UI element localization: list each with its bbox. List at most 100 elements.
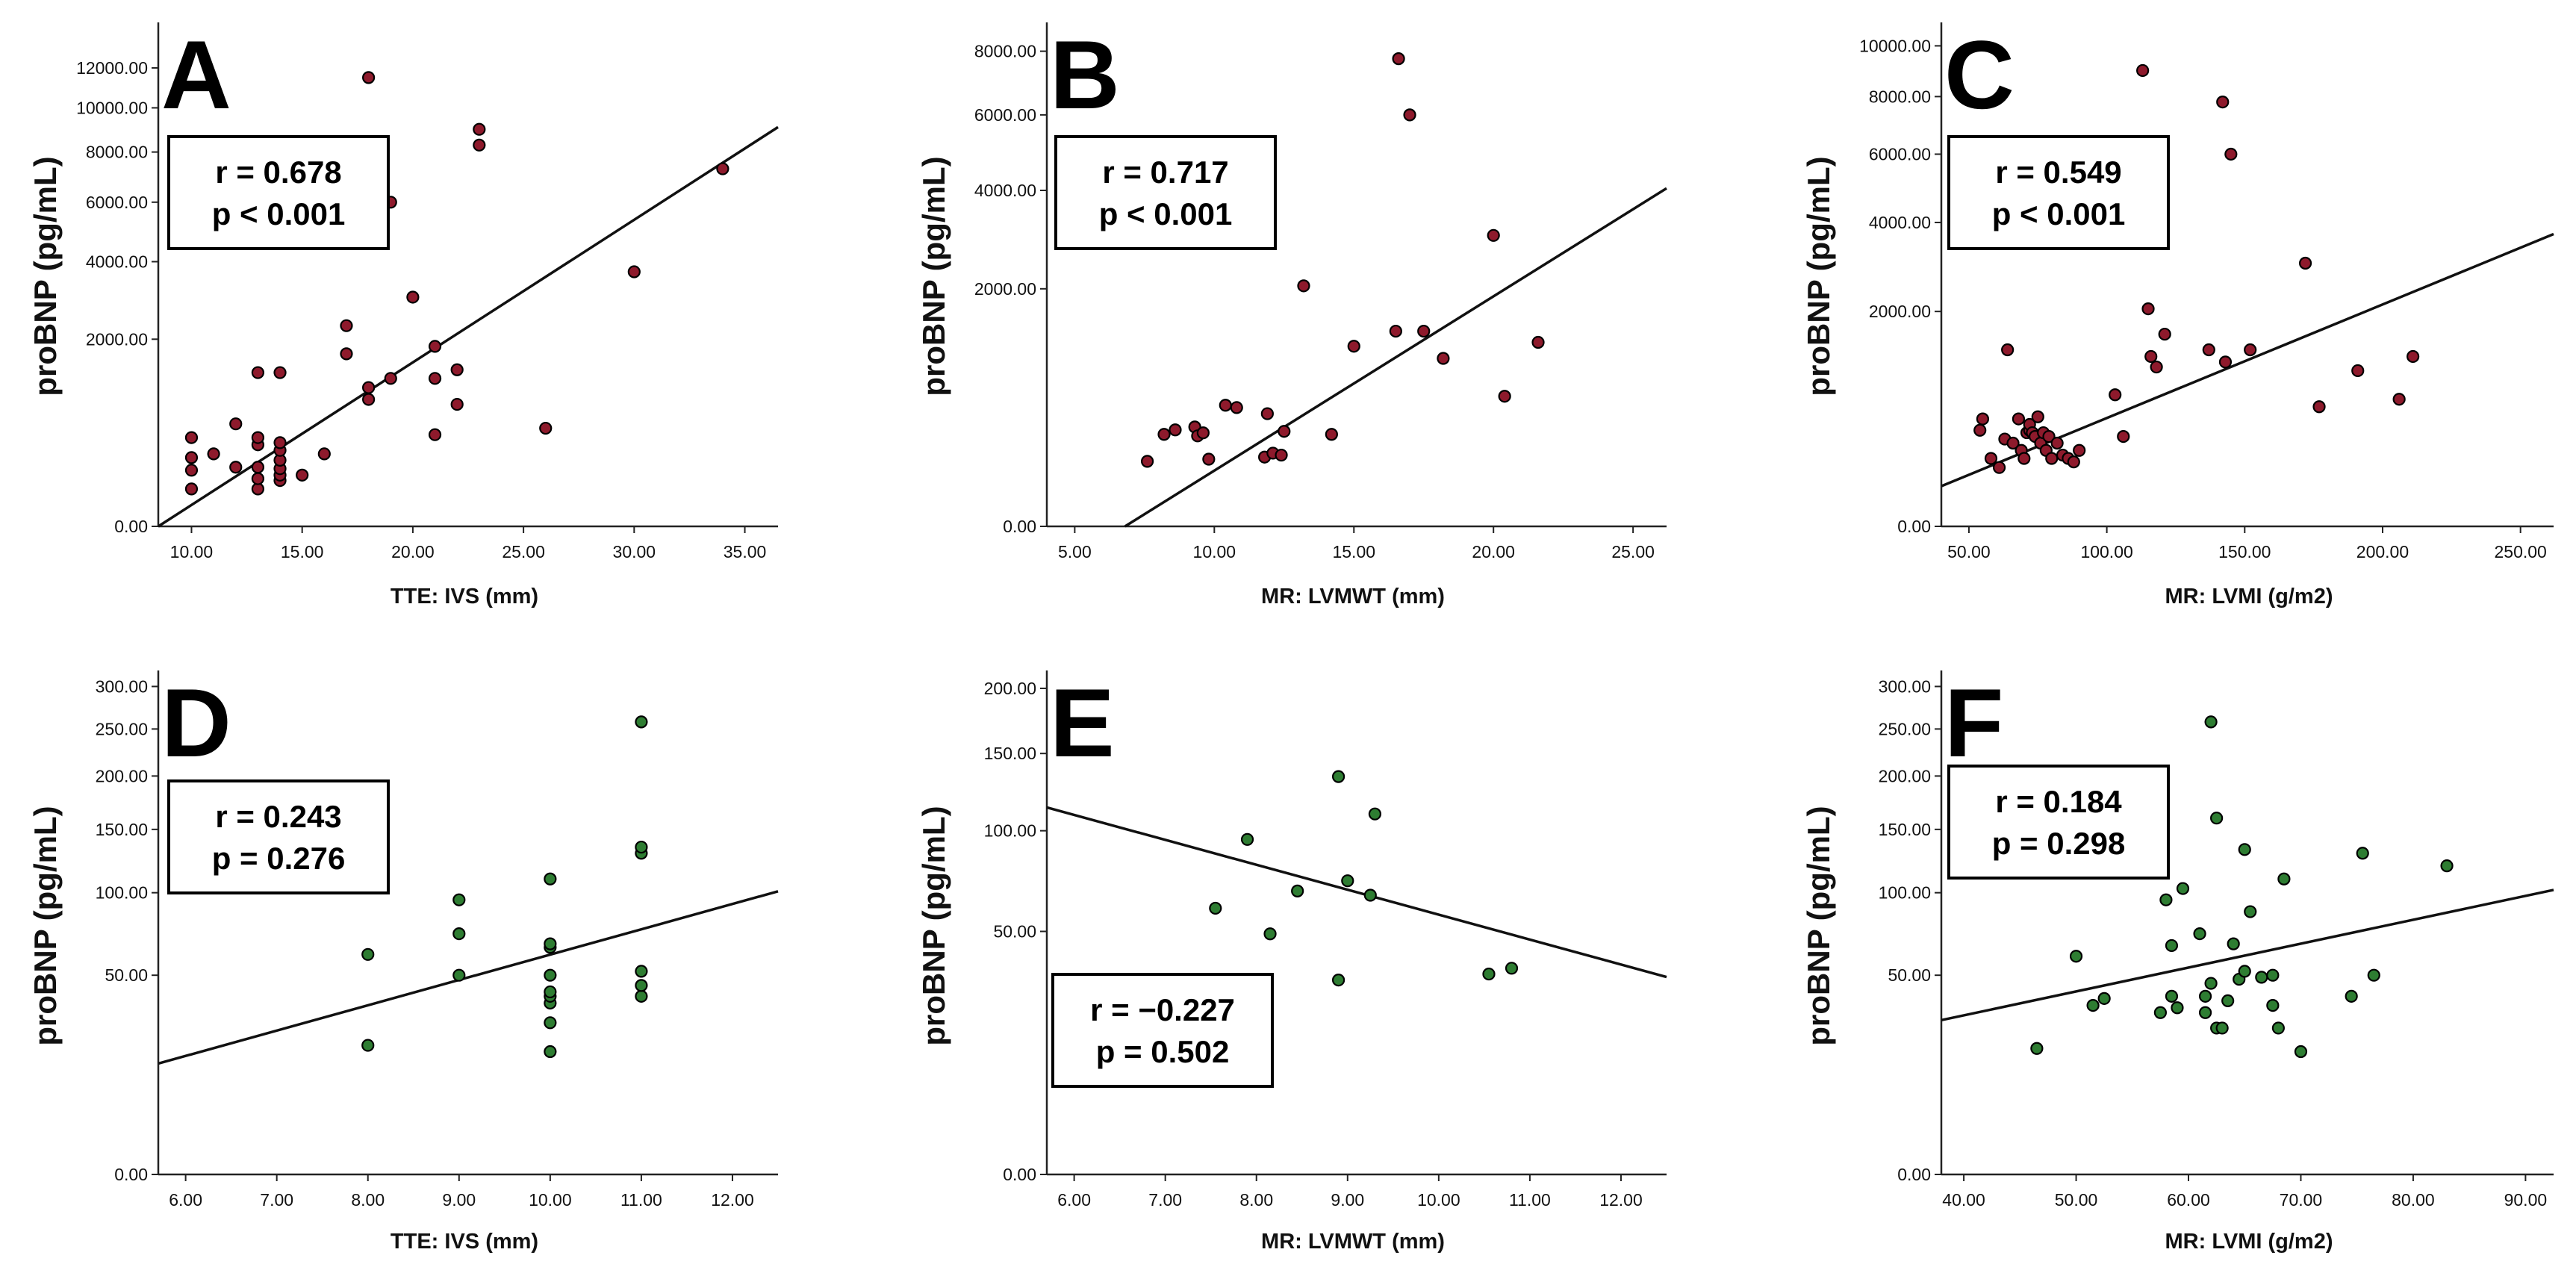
y-tick-label: 0.00 (114, 1165, 148, 1184)
data-point (450, 397, 464, 411)
data-point (251, 366, 264, 379)
data-point (1437, 352, 1450, 365)
data-point (2255, 971, 2268, 984)
data-point (452, 893, 466, 906)
data-point (229, 417, 243, 431)
stat-box: r = −0.227 p = 0.502 (1051, 973, 1274, 1088)
panel-letter: A (161, 20, 231, 129)
y-tick-label: 4000.00 (974, 181, 1036, 200)
data-point (2067, 455, 2080, 469)
x-tick-label: 50.00 (2055, 1190, 2098, 1210)
data-point (184, 482, 199, 496)
regression-line (158, 890, 779, 1065)
data-point (2159, 893, 2173, 906)
data-point (1973, 423, 1987, 437)
y-tick-label: 0.00 (114, 517, 148, 536)
y-tick-label: 2000.00 (86, 329, 148, 349)
x-tick-label: 80.00 (2392, 1190, 2435, 1210)
data-point (450, 363, 464, 376)
x-tick-label: 15.00 (1332, 542, 1375, 561)
data-point (317, 447, 331, 461)
data-point (340, 319, 353, 332)
data-point (428, 428, 442, 441)
data-point (2244, 343, 2257, 357)
data-point (2030, 1042, 2044, 1055)
regression-line (1124, 187, 1667, 528)
stat-box: r = 0.184 p = 0.298 (1947, 765, 2170, 880)
data-point (2218, 355, 2233, 369)
data-point (184, 431, 199, 444)
panel-f: proBNP (pg/mL) MR: LVMI (g/m2) 40.00 50.0… (1801, 668, 2554, 1254)
data-point (1196, 426, 1210, 440)
x-tick-label: 20.00 (1472, 542, 1515, 561)
data-point (2271, 1021, 2285, 1035)
data-point (1157, 428, 1171, 441)
data-point (544, 1045, 557, 1059)
stat-r: r = 0.184 (1995, 784, 2122, 819)
data-point (1263, 927, 1277, 941)
x-tick-label: 60.00 (2167, 1190, 2210, 1210)
data-point (2042, 429, 2056, 443)
x-tick-label: 12.00 (1599, 1190, 1643, 1210)
x-tick-label: 11.00 (620, 1190, 662, 1210)
x-tick-label: 150.00 (2218, 542, 2271, 561)
y-tick-label: 200.00 (96, 766, 148, 785)
panel-e: proBNP (pg/mL) MR: LVMWT (mm) 6.00 7.00 8.… (916, 668, 1667, 1254)
data-point (1275, 448, 1288, 462)
x-tick-label: 12.00 (711, 1190, 754, 1210)
data-point (627, 265, 641, 278)
y-tick-label: 0.00 (1897, 1165, 1931, 1184)
stat-r: r = −0.227 (1090, 992, 1235, 1027)
data-point (1363, 888, 1377, 902)
data-point (251, 461, 264, 474)
data-point (428, 372, 442, 385)
x-tick-label: 9.00 (1331, 1190, 1364, 1210)
x-axis-label: TTE: IVS (mm) (391, 585, 538, 609)
y-tick-label: 2000.00 (1869, 302, 1931, 321)
x-tick-label: 70.00 (2280, 1190, 2323, 1210)
x-tick-label: 10.00 (1193, 542, 1236, 561)
y-tick-label: 300.00 (96, 676, 148, 696)
x-tick-label: 10.00 (529, 1190, 572, 1210)
data-point (2244, 905, 2257, 918)
x-tick-label: 40.00 (1942, 1190, 1985, 1210)
y-tick-label: 200.00 (984, 679, 1036, 698)
data-point (2153, 1006, 2167, 1019)
data-point (452, 968, 466, 982)
data-point (273, 436, 287, 449)
x-tick-label: 10.00 (170, 542, 214, 561)
data-point (2351, 364, 2365, 378)
data-point (1417, 324, 1431, 338)
data-point (635, 840, 648, 854)
data-point (544, 1016, 557, 1030)
data-point (361, 947, 375, 961)
panel-letter: D (161, 668, 231, 777)
data-point (2440, 859, 2454, 873)
panel-b: proBNP (pg/mL) MR: LVMWT (mm) 5.00 10.00 1… (916, 20, 1667, 609)
stat-box-frame (1947, 765, 2170, 880)
regression-line (1941, 888, 2554, 1022)
data-point (1403, 108, 1416, 122)
data-point (544, 872, 557, 886)
stat-p: p = 0.276 (212, 841, 346, 876)
data-point (296, 468, 309, 482)
y-tick-label: 8000.00 (86, 143, 148, 162)
stat-box-frame (1054, 135, 1277, 250)
y-tick-label: 250.00 (1879, 719, 1931, 738)
data-point (2031, 410, 2044, 423)
data-point (452, 927, 466, 941)
x-tick-label: 9.00 (442, 1190, 476, 1210)
y-tick-label: 150.00 (1879, 820, 1931, 839)
y-axis-label: proBNP (pg/mL) (28, 156, 63, 396)
stat-box: r = 0.243 p = 0.276 (167, 779, 390, 894)
data-point (544, 968, 557, 982)
data-point (229, 461, 243, 474)
data-point (2224, 147, 2238, 161)
data-point (2312, 400, 2326, 414)
data-point (2392, 393, 2406, 406)
data-point (2216, 95, 2230, 109)
data-point (2017, 452, 2031, 465)
data-point (406, 290, 420, 304)
data-point (2215, 1021, 2229, 1035)
